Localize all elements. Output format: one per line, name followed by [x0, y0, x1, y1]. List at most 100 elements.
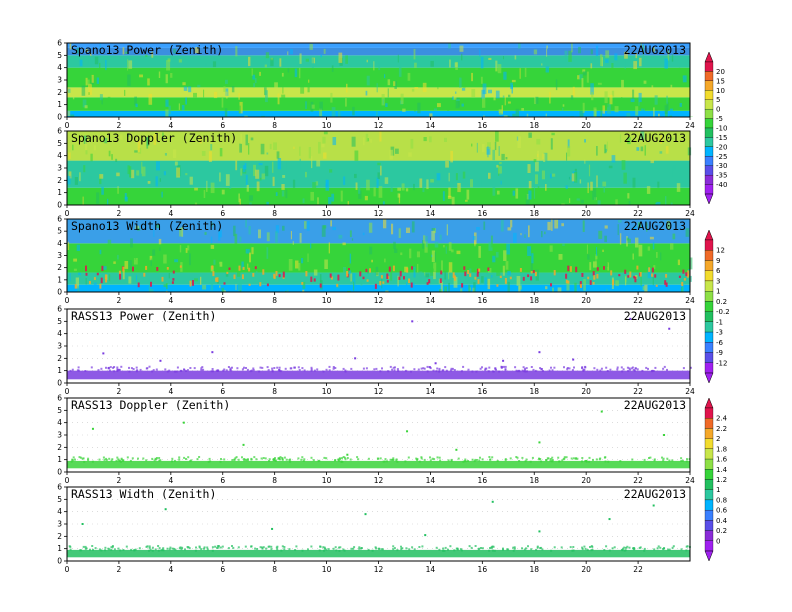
x-tick-label: 8 [272, 296, 277, 305]
heatmap-cell [503, 71, 507, 80]
heatmap-cell [682, 75, 687, 83]
heatmap-cell [96, 192, 100, 204]
heatmap-cell [243, 458, 246, 460]
heatmap-cell [387, 79, 391, 86]
heatmap-cell [640, 276, 642, 287]
heatmap-cell [90, 60, 94, 68]
heatmap-cell [223, 368, 226, 371]
heatmap-cell [279, 456, 282, 459]
heatmap-cell [653, 107, 655, 117]
heatmap-cell [406, 267, 409, 273]
heatmap-cell [88, 83, 92, 96]
heatmap-cell [345, 75, 349, 78]
colorbar-label: -35 [716, 172, 727, 180]
heatmap-cell [122, 460, 125, 462]
x-tick-label: 8 [272, 121, 277, 130]
heatmap-cell [502, 95, 505, 98]
heatmap-cell [524, 369, 526, 372]
heatmap-cell [678, 67, 681, 72]
heatmap-cell [235, 456, 238, 459]
heatmap-cell [581, 457, 584, 459]
x-tick-label: 14 [426, 565, 436, 574]
heatmap-cell [387, 370, 390, 373]
heatmap-cell [105, 277, 108, 283]
panel-title: RASS13 Width (Zenith) [71, 487, 216, 501]
heatmap-cell [281, 545, 284, 548]
heatmap-cell [258, 370, 261, 373]
heatmap-cell [259, 71, 261, 76]
heatmap-cell [120, 458, 123, 461]
heatmap-cell [513, 546, 516, 549]
heatmap-cell [348, 270, 352, 274]
heatmap-cell [283, 548, 286, 551]
heatmap-cell [598, 230, 603, 239]
heatmap-cell [342, 367, 345, 370]
heatmap-cell [261, 173, 266, 180]
heatmap-cell [374, 546, 377, 549]
heatmap-cell [175, 370, 178, 373]
heatmap-cell [160, 549, 163, 552]
heatmap-cell [561, 223, 564, 227]
heatmap-cell [395, 148, 399, 154]
colorbar-swatch [704, 127, 714, 138]
heatmap-cell [510, 220, 513, 228]
heatmap-cell [528, 190, 532, 200]
heatmap-cell [584, 366, 587, 369]
heatmap-cell [450, 369, 452, 372]
heatmap-cell [241, 274, 244, 280]
heatmap-cell [420, 367, 423, 370]
colorbar-top-cap [704, 397, 714, 409]
heatmap-cell [137, 140, 141, 153]
heatmap-cell [381, 548, 384, 551]
heatmap-cell [408, 548, 411, 551]
x-tick-label: 14 [426, 476, 436, 485]
heatmap-cell [404, 369, 407, 372]
heatmap-cell [405, 547, 408, 550]
heatmap-cell [476, 272, 479, 277]
heatmap-cell [231, 459, 234, 462]
heatmap-cell [655, 284, 658, 287]
heatmap-cell [325, 179, 330, 191]
heatmap-cell [323, 456, 326, 459]
heatmap-cell [75, 277, 79, 289]
heatmap-cell [311, 104, 315, 109]
heatmap-cell [586, 549, 589, 551]
heatmap-cell [119, 460, 122, 463]
heatmap-cell [626, 112, 631, 117]
heatmap-cell [611, 90, 615, 97]
data-point [159, 359, 162, 362]
heatmap-cell [689, 366, 692, 369]
heatmap-cell [200, 367, 203, 370]
colorbar-swatch [704, 137, 714, 148]
heatmap-cell [115, 158, 118, 162]
heatmap-cell [520, 233, 522, 236]
heatmap-cell [512, 546, 515, 549]
heatmap-cell [119, 273, 122, 280]
heatmap-cell [442, 191, 445, 201]
heatmap-cell [148, 546, 151, 549]
colorbar-label: 15 [716, 77, 725, 85]
heatmap-cell [453, 275, 456, 281]
heatmap-cell [275, 192, 278, 196]
heatmap-cell [339, 458, 342, 461]
heatmap-cell [470, 179, 473, 188]
heatmap-cell [303, 369, 306, 372]
heatmap-cell [287, 51, 289, 56]
heatmap-cell [319, 274, 322, 283]
heatmap-cell [149, 288, 154, 292]
heatmap-cell [661, 456, 663, 459]
heatmap-cell [347, 201, 349, 205]
heatmap-cell [576, 457, 579, 460]
heatmap-cell [176, 366, 179, 369]
heatmap-cell [116, 366, 119, 369]
colorbar-swatch [704, 71, 714, 82]
heatmap-cell [398, 228, 401, 238]
heatmap-cell [501, 153, 505, 161]
heatmap-cell [504, 369, 507, 372]
heatmap-cell [352, 106, 355, 116]
heatmap-cell [136, 369, 139, 372]
heatmap-cell [273, 367, 276, 369]
heatmap-cell [536, 545, 539, 548]
heatmap-cell [408, 278, 411, 284]
heatmap-cell [448, 242, 452, 251]
